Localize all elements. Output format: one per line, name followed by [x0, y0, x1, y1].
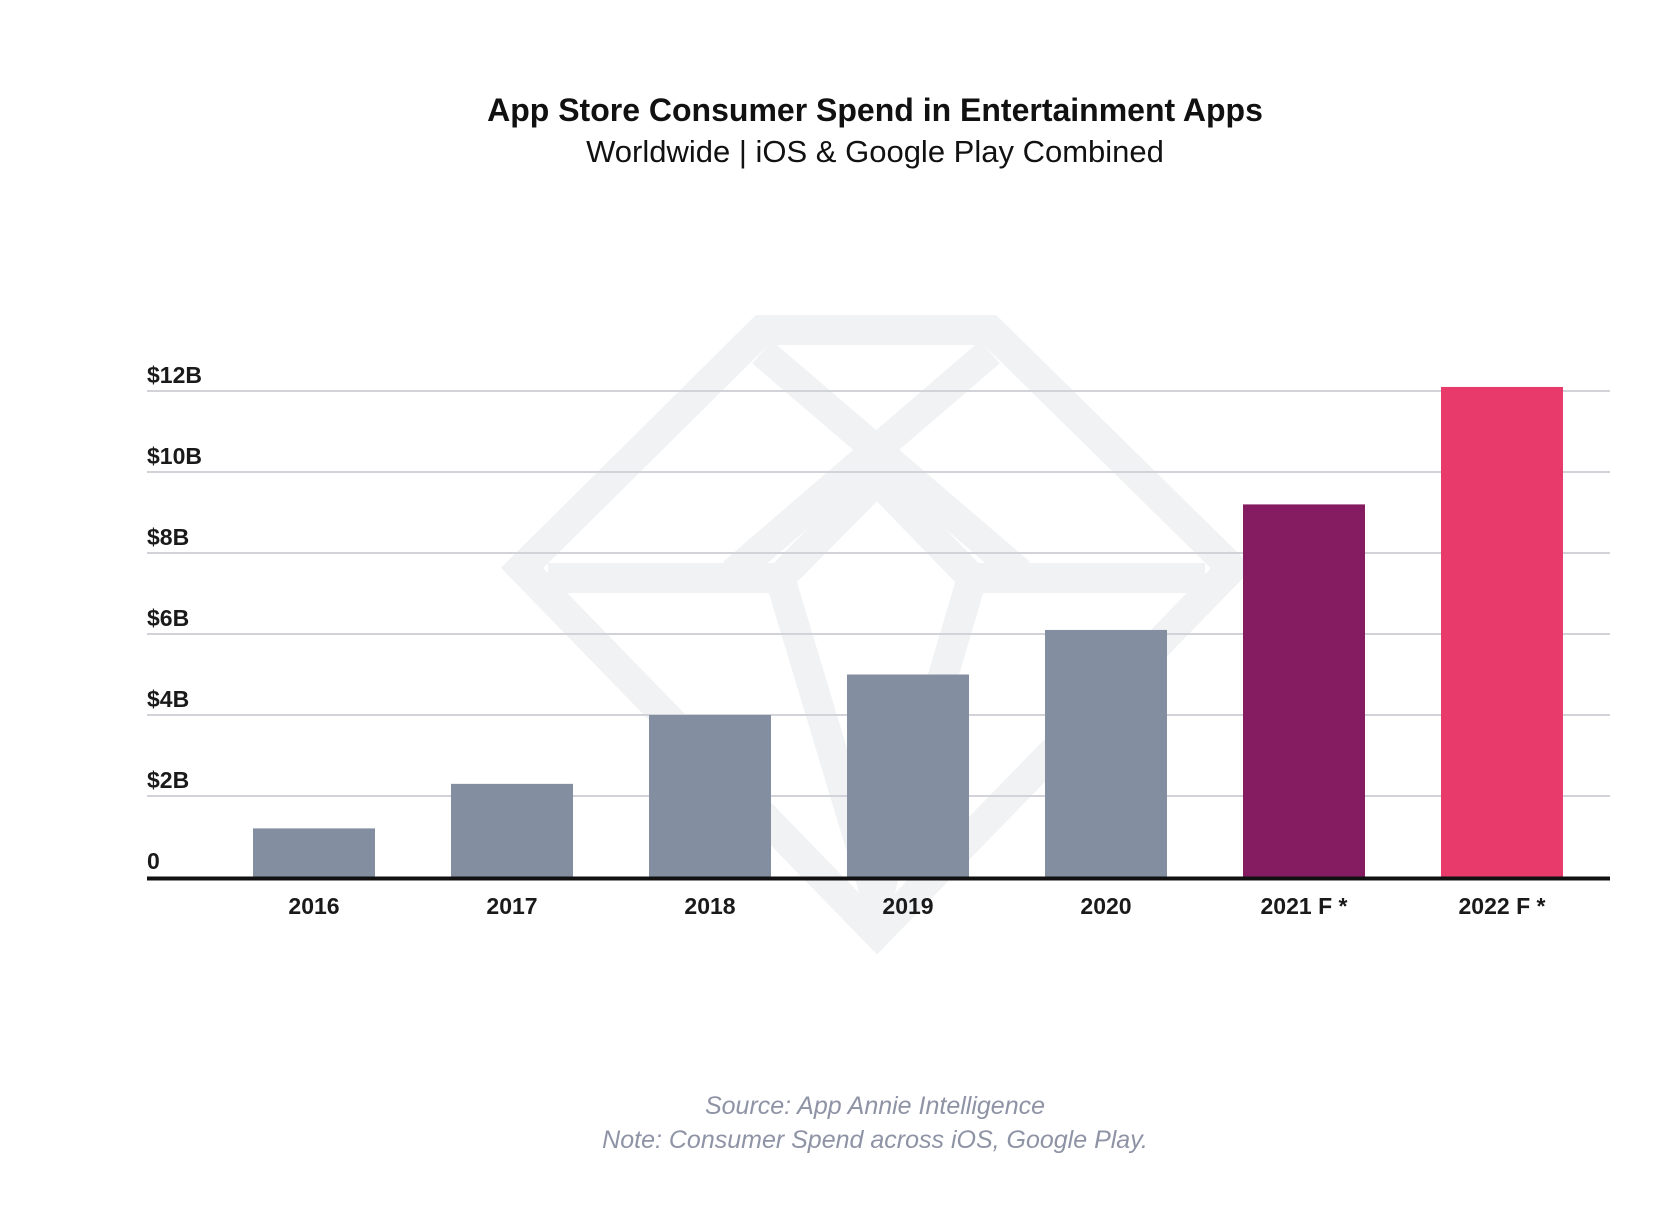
bar [253, 828, 375, 877]
bars [253, 386, 1563, 877]
watermark-crown-line [548, 458, 1205, 593]
x-tick-labels: 2016 2017 2018 2019 2020 2021 F * 2022 F * [288, 893, 1545, 919]
y-tick-label: 0 [147, 848, 160, 874]
bar [1243, 504, 1365, 877]
chart-subtitle: Worldwide | iOS & Google Play Combined [586, 134, 1164, 169]
x-tick-label: 2016 [288, 893, 339, 919]
x-tick-label: 2018 [684, 893, 735, 919]
bar [1045, 629, 1167, 877]
y-tick-label: $12B [147, 362, 202, 388]
y-tick-label: $2B [147, 767, 189, 793]
x-tick-label: 2020 [1080, 893, 1131, 919]
bar [847, 674, 969, 877]
bar [649, 715, 771, 877]
bar [1441, 386, 1563, 877]
chart-title: App Store Consumer Spend in Entertainmen… [487, 92, 1263, 128]
y-tick-label: $6B [147, 605, 189, 631]
x-tick-label: 2021 F * [1261, 893, 1348, 919]
watermark-facet [752, 340, 1030, 585]
footnote: Note: Consumer Spend across iOS, Google … [602, 1126, 1148, 1154]
y-tick-label: $10B [147, 443, 202, 469]
y-tick-labels: 0 $2B $4B $6B $8B $10B $12B [147, 362, 202, 874]
y-tick-label: $4B [147, 686, 189, 712]
watermark-facet [723, 340, 1000, 585]
source-note: Source: App Annie Intelligence [704, 1092, 1046, 1120]
x-tick-label: 2022 F * [1459, 893, 1546, 919]
x-tick-label: 2019 [882, 893, 933, 919]
y-tick-label: $8B [147, 524, 189, 550]
x-tick-label: 2017 [486, 893, 537, 919]
bar [451, 783, 573, 877]
